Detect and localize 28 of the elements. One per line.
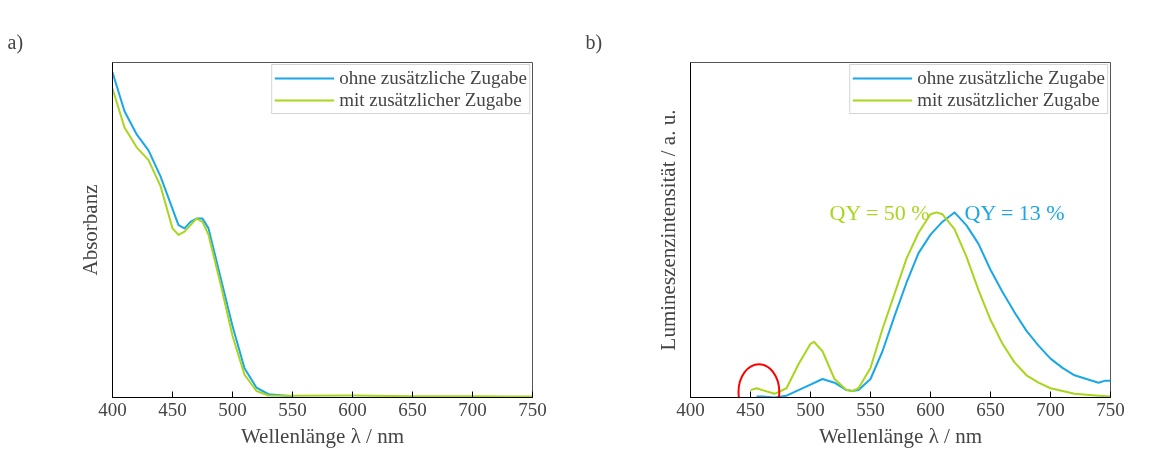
legend-label: mit zusätzlicher Zugabe — [917, 89, 1100, 111]
x-tick-label: 550 — [278, 398, 307, 420]
annotation: QY = 13 % — [964, 199, 1065, 225]
x-tick-label: 750 — [518, 398, 547, 420]
y-axis-title: Absorbanz — [77, 184, 102, 276]
y-axis-title: Lumineszenzintensität / a. u. — [655, 109, 680, 351]
legend-label: mit zusätzlicher Zugabe — [339, 89, 522, 111]
x-tick-label: 700 — [1036, 398, 1065, 420]
chart-title: b) — [585, 30, 603, 54]
x-tick-label: 500 — [796, 398, 825, 420]
legend-label: ohne zusätzliche Zugabe — [917, 67, 1105, 89]
x-tick-label: 700 — [458, 398, 487, 420]
legend-label: ohne zusätzliche Zugabe — [339, 67, 527, 89]
x-tick-label: 650 — [976, 398, 1005, 420]
x-tick-label: 550 — [856, 398, 885, 420]
chart-title: a) — [7, 30, 24, 54]
x-tick-label: 600 — [338, 398, 367, 420]
x-axis-title: Wellenlänge λ / nm — [818, 423, 983, 448]
x-tick-label: 400 — [676, 398, 705, 420]
x-tick-label: 450 — [736, 398, 765, 420]
x-tick-label: 450 — [158, 398, 187, 420]
x-axis-title: Wellenlänge λ / nm — [240, 423, 405, 448]
x-tick-label: 500 — [218, 398, 247, 420]
x-tick-label: 650 — [398, 398, 427, 420]
x-tick-label: 400 — [98, 398, 127, 420]
x-tick-label: 750 — [1096, 398, 1125, 420]
annotation: QY = 50 % — [829, 199, 930, 225]
x-tick-label: 600 — [916, 398, 945, 420]
